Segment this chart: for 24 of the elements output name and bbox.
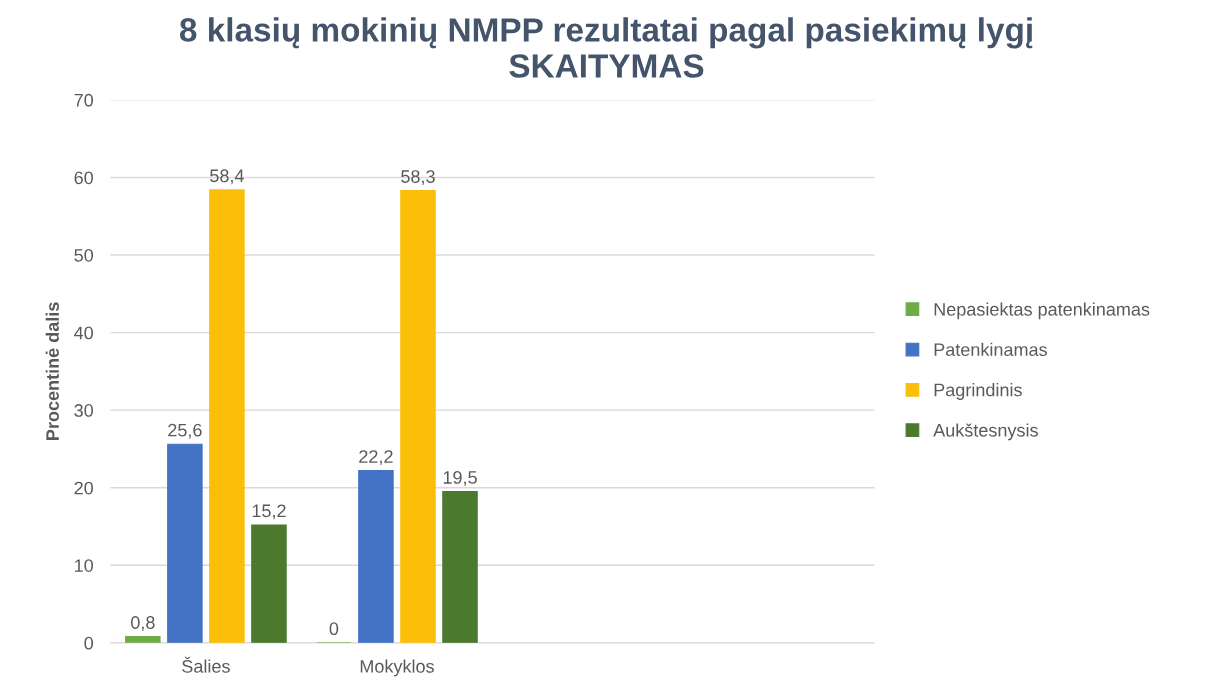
data-label: 58,4 [210, 169, 244, 185]
chart-title: 8 klasių mokinių NMPP rezultatai pagal pasiekimų lygį SKAITYMAS [179, 17, 1033, 78]
data-label: 19,5 [443, 471, 477, 486]
y-tick-label: 20 [74, 481, 94, 495]
data-label: 15,2 [252, 504, 286, 520]
legend-label: Patenkinamas [934, 342, 1047, 357]
data-label: 0 [329, 622, 339, 636]
data-label: 25,6 [168, 423, 202, 439]
x-tick-label: Šalies [182, 656, 230, 673]
y-tick-label: 10 [75, 559, 94, 572]
y-tick-label: 50 [74, 248, 94, 262]
legend-label: Aukštesnysis [933, 423, 1038, 441]
data-label: 0,8 [131, 616, 155, 632]
y-tick-label: 60 [74, 171, 94, 185]
legend-label: Nepasiektas patenkinamas [934, 302, 1150, 320]
x-tick-label: Mokyklos [360, 659, 434, 677]
y-tick-label: 0 [84, 636, 94, 650]
y-tick-label: 40 [74, 326, 94, 340]
data-label: 58,3 [401, 170, 435, 186]
y-axis-title: Procentinė dalis [45, 302, 59, 440]
y-tick-label: 70 [74, 93, 94, 107]
y-tick-label: 30 [74, 404, 94, 417]
data-label: 22,2 [359, 450, 393, 466]
legend-label: Pagrindinis [934, 383, 1022, 400]
